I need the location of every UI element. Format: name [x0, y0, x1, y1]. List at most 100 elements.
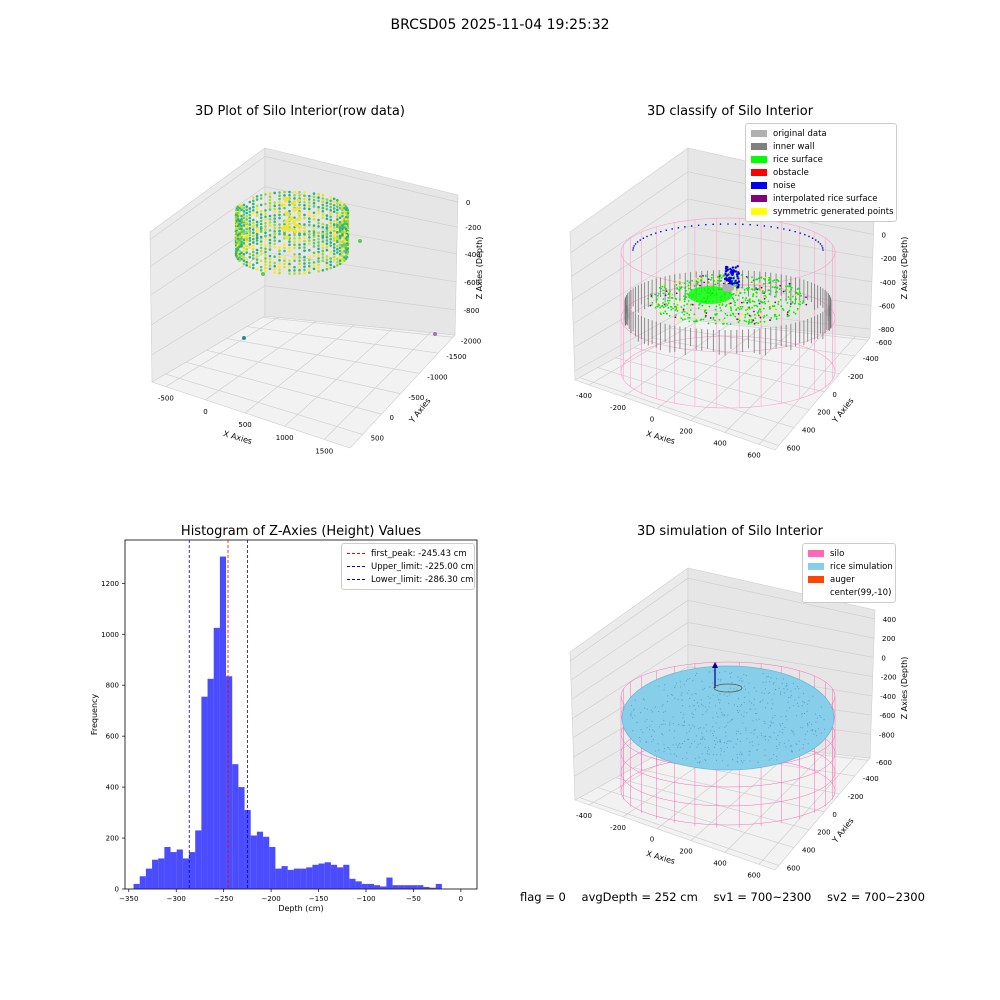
rice-simulation-point: [770, 736, 772, 738]
histogram-bar: [250, 835, 257, 889]
rice-simulation-point: [661, 733, 663, 735]
data-point: [336, 248, 339, 251]
rice-surface-point: [802, 300, 805, 302]
rice-simulation-point: [793, 734, 795, 736]
rice-simulation-point: [709, 697, 711, 699]
z-tick-label: 0: [466, 199, 470, 207]
data-point: [293, 243, 296, 247]
rice-surface-point: [744, 313, 747, 316]
data-point: [312, 195, 316, 199]
rice-surface-point: [727, 305, 730, 307]
rice-simulation-point: [732, 746, 735, 748]
legend-label: noise: [773, 180, 796, 191]
rice-surface-point: [777, 300, 780, 303]
rice-simulation-point: [796, 702, 799, 704]
data-point: [338, 200, 342, 204]
data-point: [298, 262, 301, 266]
rice-simulation-point: [680, 711, 682, 714]
rice-simulation-point: [748, 692, 750, 694]
panel2-title: 3D classify of Silo Interior: [646, 104, 814, 119]
rice-simulation-point: [788, 740, 790, 742]
grid-line: [651, 337, 840, 375]
data-point: [273, 242, 276, 246]
data-point: [321, 203, 325, 207]
data-point: [259, 235, 263, 239]
rice-surface-point: [680, 286, 683, 288]
rice-simulation-point: [699, 738, 702, 740]
data-point: [293, 193, 296, 197]
data-point: [303, 262, 306, 265]
rice-simulation-point: [750, 708, 752, 710]
rice-simulation-point: [824, 728, 826, 730]
rice-surface-point: [757, 299, 760, 302]
z-tick-label: 400: [883, 616, 896, 624]
grid-line: [633, 767, 825, 813]
rice-simulation-point: [681, 699, 683, 701]
noise-point: [735, 273, 739, 276]
rice-surface-point: [759, 314, 762, 317]
data-point: [303, 255, 306, 259]
rice-simulation-point: [761, 734, 763, 737]
rice-simulation-point: [783, 742, 785, 744]
rice-surface-point: [682, 308, 685, 311]
grid-line: [724, 332, 825, 433]
x-tick-label: -500: [158, 395, 174, 403]
data-point: [338, 206, 342, 210]
data-point: [283, 220, 288, 224]
data-point: [240, 235, 243, 238]
z-tick-label: -600: [879, 712, 895, 720]
original-data-point: [722, 284, 734, 292]
data-point: [242, 203, 246, 207]
data-point: [245, 211, 248, 215]
data-point: [264, 212, 267, 215]
rice-surface-point: [755, 321, 758, 324]
rice-simulation-point: [691, 694, 693, 696]
data-point: [312, 267, 316, 271]
rice-simulation-point: [679, 681, 681, 683]
rice-surface-point: [651, 301, 654, 304]
rice-simulation-point: [762, 699, 764, 701]
rice-simulation-point: [736, 705, 739, 708]
rice-simulation-point: [745, 674, 747, 677]
rice-surface-point: [705, 275, 707, 278]
auger-marker: [712, 662, 718, 668]
y-tick-label: -200: [848, 793, 864, 801]
rice-simulation-point: [672, 722, 674, 725]
rice-simulation-point: [740, 705, 742, 707]
rice-simulation-point: [806, 710, 808, 712]
data-point: [238, 210, 241, 213]
data-point: [296, 198, 301, 203]
y-tick-label: -2000: [461, 337, 481, 345]
rice-surface-point: [678, 288, 681, 291]
data-point: [317, 221, 320, 225]
panel2-legend: original data inner wall rice surface ob…: [745, 123, 897, 222]
z-axis-label: Z Axies (Depth): [900, 237, 909, 300]
data-point: [255, 195, 259, 198]
rice-surface-point: [699, 275, 702, 278]
data-point: [264, 225, 267, 228]
rice-surface-point: [793, 302, 796, 305]
rice-simulation-point: [683, 720, 686, 722]
data-point: [238, 226, 241, 229]
rice-simulation-point: [634, 715, 636, 717]
data-point: [264, 215, 267, 219]
rice-surface-point: [725, 304, 728, 306]
data-point: [252, 253, 255, 257]
data-point: [273, 268, 276, 271]
data-point: [321, 222, 325, 226]
rice-surface-point: [670, 308, 673, 311]
rice-simulation-point: [724, 741, 726, 744]
rice-simulation-point: [688, 705, 691, 707]
rice-simulation-point: [796, 743, 798, 745]
data-point: [259, 229, 263, 232]
rice-surface-point: [788, 291, 791, 293]
rice-surface-point: [677, 318, 680, 321]
rice-surface-point: [654, 293, 657, 296]
rice-surface-point: [733, 275, 736, 278]
data-point: [252, 266, 255, 270]
data-point: [332, 210, 336, 213]
rice-surface-point: [726, 314, 729, 317]
rice-simulation-point: [802, 727, 804, 729]
data-point: [308, 271, 311, 274]
rice-simulation-point: [695, 672, 698, 674]
